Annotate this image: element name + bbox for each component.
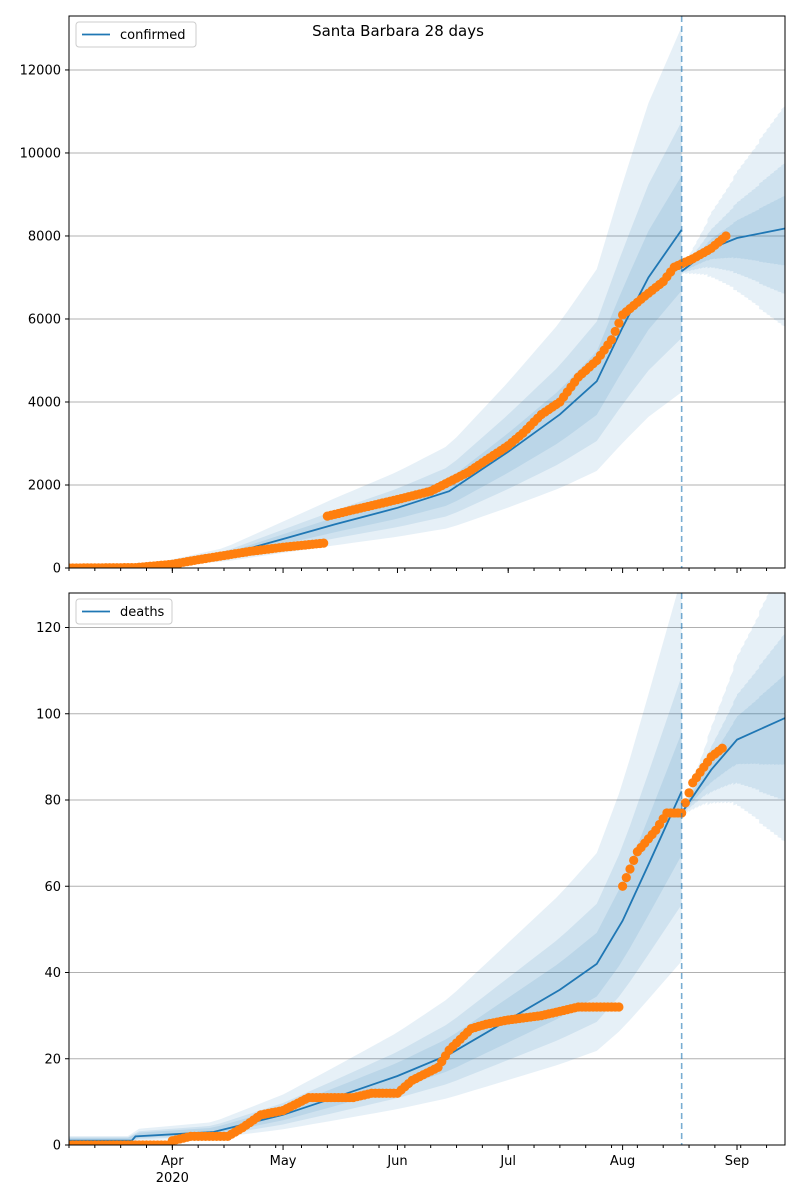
y-tick-label: 0	[53, 1139, 61, 1154]
observed-point	[684, 788, 694, 798]
observed-point	[614, 1002, 624, 1012]
forecast-uncertainty-band	[681, 593, 785, 842]
legend: confirmed	[75, 21, 197, 48]
y-tick-label: 0	[53, 562, 61, 577]
observed-point	[621, 873, 631, 883]
y-tick-label: 60	[44, 880, 61, 895]
observed-point	[677, 808, 687, 818]
observed-point	[319, 538, 329, 548]
observed-point	[618, 881, 628, 891]
y-tick-label: 40	[44, 966, 61, 981]
y-tick-label: 20	[44, 1052, 61, 1067]
observed-point	[625, 864, 635, 874]
legend-box	[75, 598, 173, 625]
axes-frame	[68, 592, 786, 1146]
y-tick-label: 120	[36, 621, 61, 636]
x-tick-label: Jun	[386, 1154, 407, 1169]
observed-point	[680, 798, 690, 808]
x-tick-label: May	[270, 1154, 297, 1169]
forecast-uncertainty-band	[681, 163, 785, 294]
x-tick-label: Jul	[499, 1154, 516, 1169]
x-tick-year-label: 2020	[156, 1171, 189, 1186]
legend: deaths	[75, 598, 173, 625]
y-tick-label: 6000	[28, 312, 61, 327]
legend-label: deaths	[120, 605, 165, 620]
x-tick-label: Sep	[725, 1154, 750, 1169]
chart-deaths: 0 20 40 60 80 100 120 Apr May Jun Jul Aug Sep 2020 dea…	[36, 592, 786, 1186]
observed-point	[614, 318, 624, 328]
axes-frame	[68, 15, 786, 569]
observed-point	[717, 743, 727, 753]
forecast-line	[680, 717, 785, 814]
plot-area	[69, 26, 785, 568]
forecast-uncertainty-band	[681, 106, 785, 327]
observed-point	[606, 335, 617, 345]
observed-point	[629, 855, 639, 865]
uncertainty-band	[69, 593, 682, 1143]
observed-point	[610, 326, 620, 337]
x-tick-label: Aug	[610, 1154, 635, 1169]
y-tick-label: 10000	[20, 146, 61, 161]
y-tick-label: 12000	[20, 63, 61, 78]
y-tick-label: 4000	[28, 395, 61, 410]
legend-label: confirmed	[120, 28, 186, 43]
x-tick-label: Apr	[161, 1154, 184, 1169]
y-tick-label: 80	[44, 794, 61, 809]
legend-box	[75, 21, 197, 48]
uncertainty-band	[69, 676, 682, 1143]
chart-confirmed: 0 2000 4000 6000 8000 10000 12000 confirmed	[20, 15, 786, 577]
y-tick-label: 2000	[28, 478, 61, 493]
plot-area	[69, 593, 785, 1145]
observed-point	[721, 231, 731, 241]
y-tick-label: 8000	[28, 229, 61, 244]
model-line	[69, 791, 683, 1142]
uncertainty-band	[69, 121, 682, 568]
y-tick-label: 100	[36, 707, 61, 722]
figure-title: Santa Barbara 28 days	[312, 22, 484, 40]
